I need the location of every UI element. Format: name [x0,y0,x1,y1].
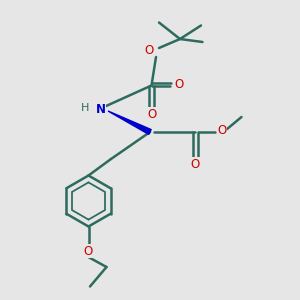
Polygon shape [108,111,151,134]
Text: N: N [95,103,106,116]
Text: O: O [84,244,93,258]
Text: O: O [218,124,226,137]
Text: O: O [147,107,156,121]
Text: O: O [190,158,200,171]
Text: H: H [80,103,89,113]
Text: O: O [175,77,184,91]
Text: O: O [145,44,154,57]
